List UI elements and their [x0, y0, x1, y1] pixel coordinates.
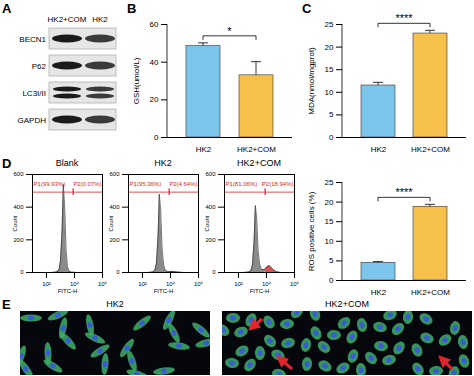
svg-text:HK2+COM: HK2+COM: [411, 288, 450, 297]
svg-text:****: ****: [395, 186, 413, 198]
svg-text:600: 600: [13, 171, 24, 177]
html-text:HK2+COM: HK2+COM: [237, 158, 281, 168]
svg-text:15: 15: [325, 217, 334, 226]
svg-text:GSH(umol/L): GSH(umol/L): [132, 57, 141, 104]
svg-text:P62: P62: [32, 62, 47, 71]
html-text:D: D: [2, 156, 12, 171]
html-text:C: C: [302, 1, 312, 16]
svg-text:HK2: HK2: [92, 15, 108, 24]
svg-text:600: 600: [109, 171, 120, 177]
svg-text:0: 0: [20, 269, 24, 275]
html-text:E: E: [2, 297, 11, 312]
svg-text:10: 10: [325, 237, 334, 246]
svg-text:25: 25: [325, 178, 334, 187]
svg-text:*: *: [227, 25, 232, 37]
svg-text:20: 20: [325, 43, 334, 52]
svg-text:200: 200: [205, 237, 216, 243]
svg-text:200: 200: [13, 237, 24, 243]
svg-text:10: 10: [325, 88, 334, 97]
svg-text:MDA(nmol/mgprot): MDA(nmol/mgprot): [307, 47, 316, 115]
svg-text:Count: Count: [108, 215, 114, 231]
svg-text:10⁴: 10⁴: [166, 281, 176, 287]
svg-text:10⁴: 10⁴: [70, 281, 80, 287]
svg-text:20: 20: [150, 95, 159, 104]
svg-text:P1(81.06%): P1(81.06%): [226, 181, 258, 187]
svg-text:400: 400: [13, 204, 24, 210]
svg-text:20: 20: [325, 198, 334, 207]
svg-text:HK2+COM: HK2+COM: [411, 145, 450, 154]
svg-text:P1(95.36%): P1(95.36%): [130, 181, 162, 187]
svg-text:FITC-H: FITC-H: [250, 288, 270, 294]
svg-text:40: 40: [150, 58, 159, 67]
html-text:HK2+COM: HK2+COM: [325, 299, 369, 309]
svg-text:FITC-H: FITC-H: [154, 288, 174, 294]
svg-text:10²: 10²: [42, 281, 51, 287]
html-text:HK2: HK2: [106, 299, 124, 309]
svg-text:0: 0: [329, 276, 334, 285]
svg-text:400: 400: [205, 204, 216, 210]
svg-text:10⁴: 10⁴: [262, 281, 272, 287]
html-text:Blank: Blank: [55, 158, 79, 168]
svg-text:GAPDH: GAPDH: [18, 116, 47, 125]
svg-text:25: 25: [325, 20, 334, 29]
svg-text:10⁶: 10⁶: [194, 281, 204, 287]
svg-text:200: 200: [109, 237, 120, 243]
svg-text:0: 0: [116, 269, 120, 275]
svg-text:HK2+COM: HK2+COM: [237, 145, 276, 154]
svg-text:400: 400: [109, 204, 120, 210]
svg-text:0: 0: [212, 269, 216, 275]
svg-text:P2(18.94%): P2(18.94%): [262, 181, 294, 187]
svg-text:0: 0: [154, 133, 159, 142]
svg-text:5: 5: [329, 256, 334, 265]
svg-text:10²: 10²: [138, 281, 147, 287]
svg-text:Count: Count: [12, 215, 18, 231]
svg-text:0: 0: [329, 133, 334, 142]
html-text:HK2: HK2: [154, 158, 172, 168]
svg-text:HK2: HK2: [371, 145, 387, 154]
svg-text:60: 60: [150, 20, 159, 29]
svg-text:600: 600: [205, 171, 216, 177]
svg-text:FITC-H: FITC-H: [58, 288, 78, 294]
svg-text:P2(4.64%): P2(4.64%): [169, 181, 197, 187]
svg-text:P1(99.93%): P1(99.93%): [34, 181, 66, 187]
svg-text:10⁶: 10⁶: [290, 281, 300, 287]
svg-text:5: 5: [329, 110, 334, 119]
svg-text:HK2: HK2: [371, 288, 387, 297]
svg-text:10²: 10²: [234, 281, 243, 287]
svg-text:ROS positive cells (%): ROS positive cells (%): [307, 191, 316, 271]
svg-text:15: 15: [325, 65, 334, 74]
svg-text:****: ****: [395, 12, 413, 24]
svg-text:HK2+COM: HK2+COM: [48, 15, 87, 24]
svg-text:P2(0.07%): P2(0.07%): [73, 181, 101, 187]
svg-text:10⁶: 10⁶: [98, 281, 108, 287]
svg-text:BECN1: BECN1: [19, 35, 46, 44]
svg-text:LC3I/II: LC3I/II: [22, 89, 46, 98]
svg-text:Count: Count: [204, 215, 210, 231]
html-text:B: B: [127, 1, 137, 16]
html-text:A: A: [2, 1, 12, 16]
svg-text:HK2: HK2: [196, 145, 212, 154]
